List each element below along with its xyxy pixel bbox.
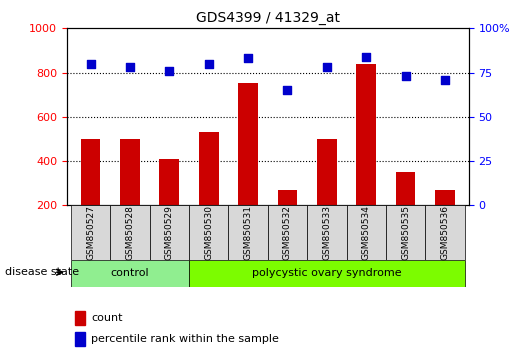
Point: [244, 56, 252, 61]
Bar: [120, 139, 140, 250]
Bar: [356, 64, 376, 250]
Point: [165, 68, 174, 74]
Bar: [71, 205, 110, 260]
Text: GSM850531: GSM850531: [244, 205, 253, 260]
Bar: [268, 205, 307, 260]
Bar: [160, 159, 179, 250]
Bar: [189, 205, 229, 260]
Bar: [229, 205, 268, 260]
Bar: [238, 82, 258, 250]
Text: count: count: [91, 313, 123, 323]
Text: GSM850534: GSM850534: [362, 205, 371, 260]
Text: GSM850533: GSM850533: [322, 205, 331, 260]
Bar: [347, 205, 386, 260]
Point: [323, 64, 331, 70]
Point: [204, 61, 213, 67]
Point: [441, 77, 449, 82]
Bar: [189, 260, 465, 287]
Bar: [75, 312, 85, 325]
Bar: [317, 139, 337, 250]
Text: GSM850530: GSM850530: [204, 205, 213, 260]
Point: [87, 61, 95, 67]
Title: GDS4399 / 41329_at: GDS4399 / 41329_at: [196, 11, 340, 24]
Point: [362, 54, 370, 59]
Bar: [150, 205, 189, 260]
Bar: [307, 205, 347, 260]
Bar: [425, 205, 465, 260]
Bar: [110, 205, 150, 260]
Bar: [71, 260, 189, 287]
Text: GSM850527: GSM850527: [86, 205, 95, 260]
Point: [126, 64, 134, 70]
Bar: [386, 205, 425, 260]
Point: [402, 73, 410, 79]
Bar: [278, 190, 297, 250]
Text: polycystic ovary syndrome: polycystic ovary syndrome: [252, 268, 402, 279]
Point: [283, 87, 291, 93]
Bar: [75, 332, 85, 346]
Text: GSM850536: GSM850536: [440, 205, 450, 260]
Text: GSM850529: GSM850529: [165, 205, 174, 260]
Text: GSM850532: GSM850532: [283, 205, 292, 260]
Text: percentile rank within the sample: percentile rank within the sample: [91, 334, 279, 344]
Text: control: control: [111, 268, 149, 279]
Bar: [396, 172, 416, 250]
Bar: [81, 139, 100, 250]
Text: disease state: disease state: [5, 267, 79, 277]
Bar: [435, 190, 455, 250]
Text: GSM850528: GSM850528: [126, 205, 134, 260]
Text: GSM850535: GSM850535: [401, 205, 410, 260]
Bar: [199, 132, 218, 250]
